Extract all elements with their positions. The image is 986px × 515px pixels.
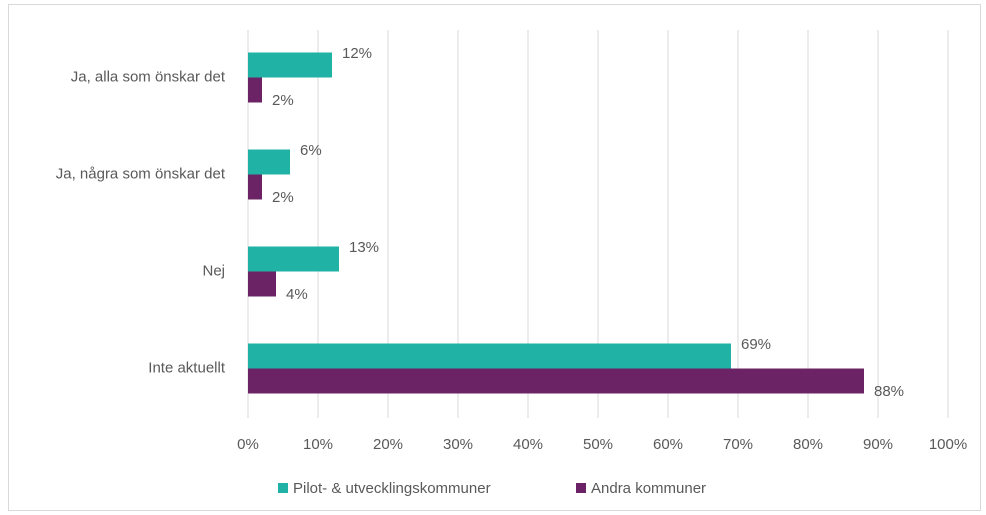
bar [248, 52, 332, 78]
legend-swatch [278, 483, 288, 493]
data-label: 88% [874, 383, 904, 400]
data-label: 4% [286, 286, 308, 303]
bar [248, 174, 262, 200]
data-label: 6% [300, 142, 322, 159]
bar [248, 77, 262, 103]
legend-label: Pilot- & utvecklingskommuner [293, 480, 491, 497]
x-tick-label: 20% [373, 436, 403, 453]
x-tick-label: 10% [303, 436, 333, 453]
y-tick-label: Ja, några som önskar det [56, 165, 226, 182]
bar [248, 343, 731, 369]
data-label: 13% [349, 239, 379, 256]
legend-label: Andra kommuner [591, 480, 706, 497]
x-tick-label: 60% [653, 436, 683, 453]
legend-swatch [576, 483, 586, 493]
y-tick-label: Ja, alla som önskar det [71, 68, 226, 85]
data-label: 2% [272, 92, 294, 109]
y-tick-label: Inte aktuellt [148, 359, 226, 376]
bar [248, 271, 276, 297]
chart-frame [8, 4, 981, 511]
x-tick-label: 30% [443, 436, 473, 453]
data-label: 12% [342, 45, 372, 62]
x-tick-label: 90% [863, 436, 893, 453]
data-label: 2% [272, 189, 294, 206]
bar [248, 149, 290, 175]
y-tick-label: Nej [202, 262, 225, 279]
x-tick-label: 0% [237, 436, 259, 453]
x-tick-label: 100% [929, 436, 967, 453]
bar [248, 246, 339, 272]
bar [248, 368, 864, 394]
data-label: 69% [741, 336, 771, 353]
x-tick-label: 40% [513, 436, 543, 453]
x-tick-label: 50% [583, 436, 613, 453]
x-tick-label: 70% [723, 436, 753, 453]
x-tick-label: 80% [793, 436, 823, 453]
